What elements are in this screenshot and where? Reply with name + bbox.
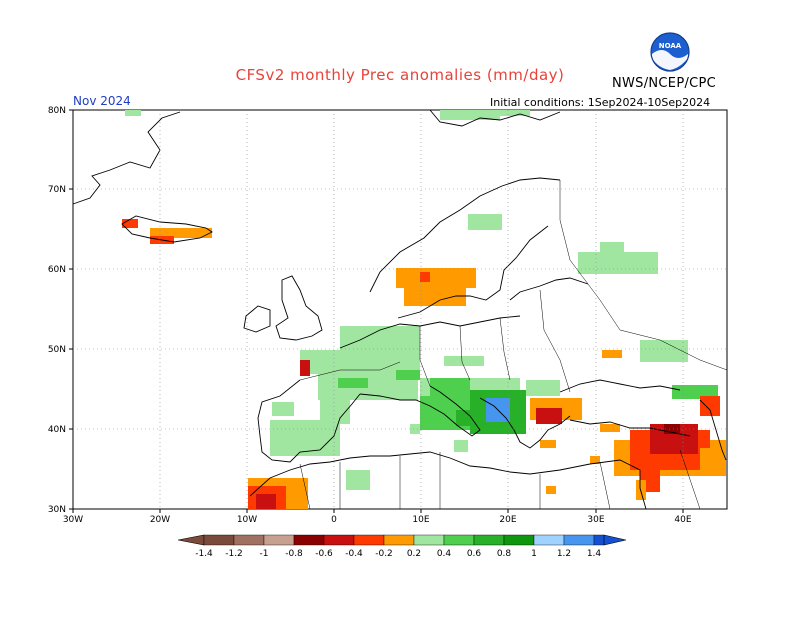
lon-label-0: 0 [331,515,337,525]
agency-label: NWS/NCEP/CPC [612,76,717,91]
colorbar-label: 1 [531,549,537,559]
coastlines [72,109,727,510]
lat-label-40n: 40N [48,425,66,435]
map-title: CFSv2 monthly Prec anomalies (mm/day) [235,66,565,84]
colorbar-label: -1 [260,549,269,559]
colorbar-cell [413,534,445,546]
borders [299,180,728,510]
lon-labels: 30W 20W 10W 0 10E 20E 30E 40E [63,515,692,525]
colorbar-label: -0.2 [375,549,393,559]
colorbar-label: 0.8 [497,549,512,559]
noaa-logo: NOAA [650,32,690,72]
lon-label-10w: 10W [237,515,257,525]
colorbar-label: -0.8 [285,549,303,559]
initial-conditions: Initial conditions: 1Sep2024-10Sep2024 [490,96,711,109]
forecast-month: Nov 2024 [73,94,131,108]
colorbar-label: 1.4 [587,549,602,559]
colorbar-label: -0.4 [345,549,363,559]
anomaly-fields [122,110,726,509]
colorbar-cell [473,534,505,546]
lon-label-40e: 40E [674,515,691,525]
colorbar-label: -1.4 [195,549,213,559]
logo-text: NOAA [659,42,682,50]
colorbar-cell [293,534,325,546]
colorbar-cell [593,534,605,546]
colorbar-cell [263,534,295,546]
lat-label-60n: 60N [48,265,66,275]
lat-labels: 80N 70N 60N 50N 40N 30N [48,106,66,515]
colorbar-cell [383,534,415,546]
lon-label-20e: 20E [499,515,516,525]
colorbar-label: 0.2 [407,549,421,559]
lat-label-80n: 80N [48,106,66,116]
colorbar-label: 0.4 [437,549,452,559]
lon-label-30e: 30E [587,515,604,525]
axis-ticks [69,109,684,513]
colorbar-cell [203,534,235,546]
colorbar-label: -1.2 [225,549,243,559]
lat-label-50n: 50N [48,345,66,355]
colorbar-cell [353,534,385,546]
colorbar-label: -0.6 [315,549,333,559]
lat-label-30n: 30N [48,505,66,515]
lon-label-30w: 30W [63,515,83,525]
lat-label-70n: 70N [48,185,66,195]
colorbar-high-arrow [603,534,627,546]
colorbar-label: 0.6 [467,549,482,559]
colorbar-low-arrow [177,534,205,546]
lon-label-20w: 20W [150,515,170,525]
colorbar-cell [323,534,355,546]
colorbar-cell [233,534,265,546]
colorbar-cell [533,534,565,546]
colorbar-cell [443,534,475,546]
colorbar-label: 1.2 [557,549,571,559]
lon-label-10e: 10E [412,515,429,525]
colorbar-cell [503,534,535,546]
colorbar: -1.4 -1.2 -1 -0.8 -0.6 -0.4 -0.2 0.2 0.4… [177,534,627,559]
graticule [73,110,727,509]
colorbar-cell [563,534,595,546]
